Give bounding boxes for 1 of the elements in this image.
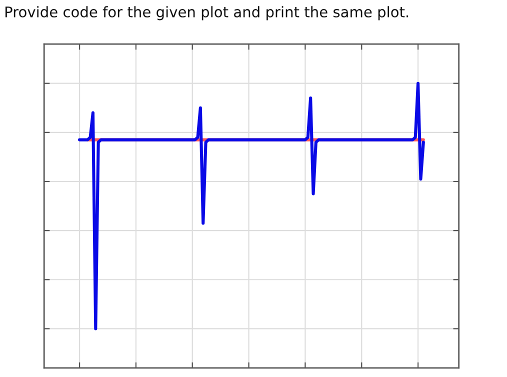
chart-title: Provide code for the given plot and print the same plot. xyxy=(5,6,408,20)
